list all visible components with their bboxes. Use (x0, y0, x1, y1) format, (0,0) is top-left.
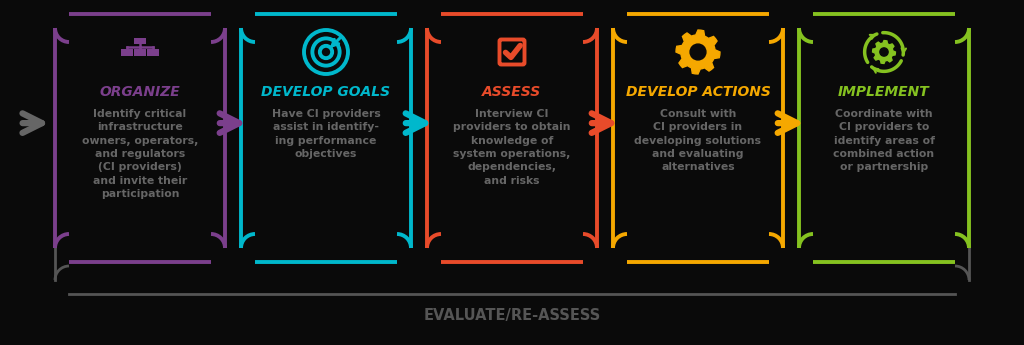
Text: Have CI providers
assist in identify-
ing performance
objectives: Have CI providers assist in identify- in… (271, 109, 380, 159)
Text: Identify critical
infrastructure
owners, operators,
and regulators
(CI providers: Identify critical infrastructure owners,… (82, 109, 199, 199)
Text: Consult with
CI providers in
developing solutions
and evaluating
alternatives: Consult with CI providers in developing … (635, 109, 762, 172)
Circle shape (880, 48, 888, 56)
Circle shape (690, 44, 706, 60)
Text: EVALUATE/RE-ASSESS: EVALUATE/RE-ASSESS (423, 308, 601, 323)
Text: IMPLEMENT: IMPLEMENT (838, 85, 930, 99)
Bar (134, 38, 145, 44)
Text: Interview CI
providers to obtain
knowledge of
system operations,
dependencies,
a: Interview CI providers to obtain knowled… (454, 109, 570, 186)
Text: DEVELOP GOALS: DEVELOP GOALS (261, 85, 390, 99)
Polygon shape (676, 30, 720, 74)
Text: Coordinate with
CI providers to
identify areas of
combined action
or partnership: Coordinate with CI providers to identify… (834, 109, 935, 172)
Text: DEVELOP ACTIONS: DEVELOP ACTIONS (626, 85, 770, 99)
Bar (134, 49, 145, 56)
Text: ASSESS: ASSESS (482, 85, 542, 99)
Bar (147, 49, 159, 56)
Text: ORGANIZE: ORGANIZE (99, 85, 180, 99)
Bar (121, 49, 132, 56)
Polygon shape (872, 41, 895, 63)
